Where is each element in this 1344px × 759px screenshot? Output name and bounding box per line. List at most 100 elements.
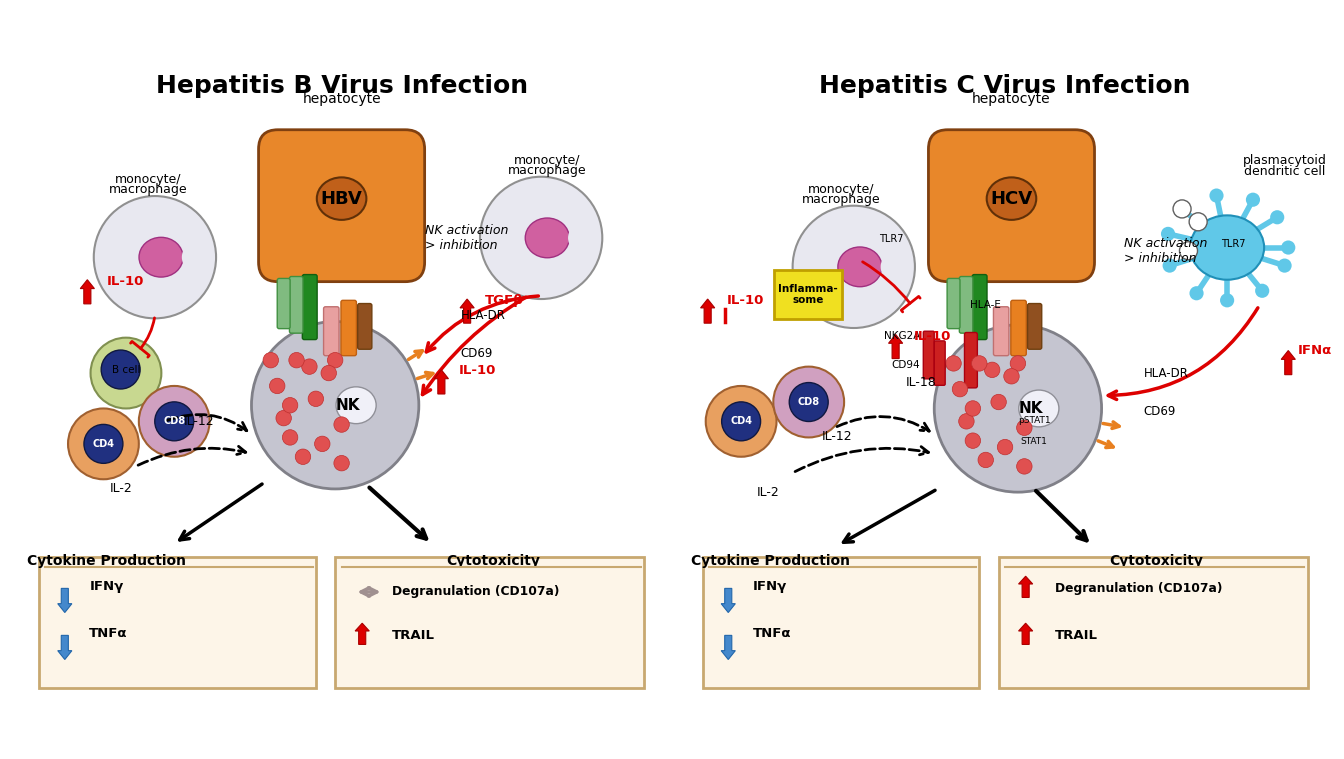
Ellipse shape	[336, 387, 376, 424]
Text: Degranulation (CD107a): Degranulation (CD107a)	[1055, 581, 1223, 594]
Circle shape	[263, 352, 278, 368]
Text: Cytotoxicity: Cytotoxicity	[446, 554, 540, 568]
Circle shape	[1180, 242, 1198, 260]
Circle shape	[1161, 227, 1175, 241]
FancyBboxPatch shape	[703, 556, 980, 688]
Text: IL-10: IL-10	[106, 275, 144, 288]
Circle shape	[789, 383, 828, 421]
Text: Cytokine Production: Cytokine Production	[27, 554, 187, 568]
Text: TLR7: TLR7	[879, 235, 905, 244]
FancyBboxPatch shape	[993, 307, 1009, 356]
Circle shape	[1210, 188, 1223, 203]
Ellipse shape	[569, 225, 587, 250]
Circle shape	[793, 206, 915, 328]
Text: CD8: CD8	[163, 417, 185, 427]
Circle shape	[1016, 420, 1032, 436]
Text: HLA-E: HLA-E	[969, 301, 1000, 310]
Circle shape	[722, 402, 761, 441]
Circle shape	[155, 402, 194, 441]
FancyArrow shape	[700, 299, 715, 323]
FancyBboxPatch shape	[929, 130, 1094, 282]
Ellipse shape	[880, 254, 900, 280]
FancyBboxPatch shape	[774, 270, 843, 319]
Circle shape	[289, 352, 304, 368]
FancyBboxPatch shape	[302, 275, 317, 339]
Circle shape	[997, 439, 1013, 455]
FancyArrow shape	[434, 370, 449, 394]
Text: CD8: CD8	[797, 397, 820, 407]
Text: CD4: CD4	[730, 417, 753, 427]
Text: IFNγ: IFNγ	[753, 581, 788, 594]
FancyBboxPatch shape	[972, 275, 986, 339]
Circle shape	[1246, 193, 1261, 206]
Text: NK activation
> inhibition: NK activation > inhibition	[1124, 237, 1207, 265]
FancyArrow shape	[1281, 351, 1296, 375]
Text: NK: NK	[336, 398, 360, 413]
Text: IL-12: IL-12	[184, 415, 215, 428]
FancyBboxPatch shape	[358, 304, 372, 349]
Text: TRAIL: TRAIL	[1055, 628, 1098, 641]
FancyBboxPatch shape	[335, 556, 644, 688]
Circle shape	[296, 449, 310, 465]
Circle shape	[991, 395, 1007, 410]
Text: dendritic cell: dendritic cell	[1245, 165, 1325, 178]
Circle shape	[1163, 259, 1177, 272]
Circle shape	[1173, 200, 1191, 218]
Circle shape	[69, 408, 138, 479]
Text: B cell: B cell	[112, 365, 140, 375]
Text: monocyte/: monocyte/	[116, 173, 181, 187]
Ellipse shape	[526, 218, 570, 258]
Circle shape	[773, 367, 844, 437]
Text: Degranulation (CD107a): Degranulation (CD107a)	[392, 585, 559, 598]
Text: macrophage: macrophage	[109, 183, 188, 196]
Text: plasmacytoid: plasmacytoid	[1243, 154, 1327, 167]
FancyBboxPatch shape	[277, 279, 290, 329]
Circle shape	[1220, 293, 1234, 307]
Circle shape	[282, 430, 298, 446]
Circle shape	[90, 338, 161, 408]
Circle shape	[270, 378, 285, 394]
Text: TRAIL: TRAIL	[392, 628, 435, 641]
Circle shape	[946, 356, 961, 371]
Ellipse shape	[837, 247, 882, 287]
Text: NK activation
> inhibition: NK activation > inhibition	[425, 224, 508, 252]
FancyBboxPatch shape	[1011, 301, 1027, 356]
Text: Cytokine Production: Cytokine Production	[691, 554, 849, 568]
Circle shape	[333, 455, 349, 471]
Text: NK: NK	[1019, 401, 1043, 416]
Circle shape	[321, 365, 336, 381]
Circle shape	[308, 391, 324, 407]
Text: IL-18: IL-18	[906, 376, 935, 389]
Text: STAT1: STAT1	[1020, 437, 1047, 446]
Circle shape	[706, 386, 777, 457]
Text: pSTAT1: pSTAT1	[1017, 416, 1050, 424]
FancyBboxPatch shape	[1028, 304, 1042, 349]
FancyBboxPatch shape	[948, 279, 960, 329]
Text: HBV: HBV	[321, 191, 363, 208]
Ellipse shape	[986, 178, 1036, 220]
Text: monocyte/: monocyte/	[515, 154, 581, 167]
Circle shape	[480, 177, 602, 299]
Text: HLA-DR: HLA-DR	[461, 309, 505, 322]
Circle shape	[953, 382, 968, 397]
Circle shape	[978, 452, 993, 468]
Circle shape	[333, 417, 349, 433]
Ellipse shape	[138, 238, 183, 277]
Text: IL-10: IL-10	[458, 364, 496, 377]
Text: hepatocyte: hepatocyte	[972, 92, 1051, 106]
Text: Hepatitis C Virus Infection: Hepatitis C Virus Infection	[820, 74, 1191, 98]
Circle shape	[958, 414, 974, 429]
FancyArrow shape	[722, 635, 735, 660]
Text: IL-2: IL-2	[110, 483, 133, 496]
Text: macrophage: macrophage	[508, 164, 587, 177]
Circle shape	[1016, 458, 1032, 474]
Ellipse shape	[1189, 216, 1265, 280]
FancyArrow shape	[460, 299, 474, 323]
Circle shape	[282, 398, 298, 413]
Text: Cytotoxicity: Cytotoxicity	[1109, 554, 1203, 568]
Text: IL-10: IL-10	[727, 294, 765, 307]
Circle shape	[94, 196, 216, 318]
Text: IL-2: IL-2	[757, 486, 780, 499]
FancyArrow shape	[888, 335, 903, 358]
Text: Hepatitis B Virus Infection: Hepatitis B Virus Infection	[156, 74, 528, 98]
